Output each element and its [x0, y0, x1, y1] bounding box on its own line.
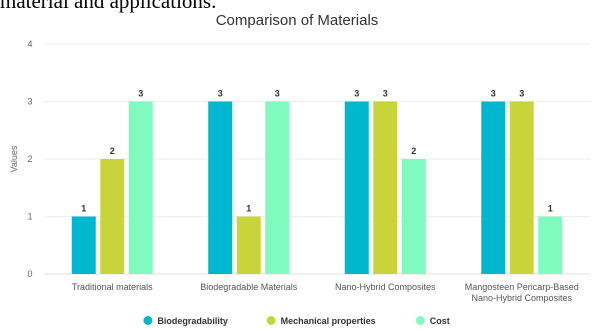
legend-label: Mechanical properties [281, 316, 376, 326]
x-tick-label: Nano-Hybrid Composites [471, 293, 572, 303]
data-label: 1 [81, 204, 86, 214]
y-axis-label: Values [9, 145, 19, 172]
legend-marker-cost [415, 316, 425, 325]
data-label: 3 [275, 89, 280, 99]
chart-title: Comparison of Materials [216, 12, 379, 29]
data-label: 3 [519, 89, 524, 99]
bar-biodegradability [481, 101, 506, 274]
bar-cost [538, 216, 563, 274]
y-tick-label: 3 [27, 97, 32, 107]
bar-biodegradability [344, 101, 369, 274]
data-label: 3 [138, 89, 143, 99]
bar-mechanical-properties [236, 216, 261, 274]
legend-label: Biodegradability [157, 316, 228, 326]
bar-biodegradability [71, 216, 96, 274]
legend-marker-mechanical-properties [266, 316, 276, 325]
legend-marker-biodegradability [143, 316, 153, 325]
data-label: 2 [110, 146, 115, 156]
data-label: 1 [246, 204, 251, 214]
bar-cost [265, 101, 290, 274]
x-tick-label: Biodegradable Materials [200, 282, 298, 292]
y-tick-label: 0 [27, 269, 32, 279]
bar-mechanical-properties [509, 101, 534, 274]
bar-mechanical-properties [100, 159, 125, 274]
y-tick-label: 4 [27, 39, 32, 49]
data-label: 3 [218, 89, 223, 99]
x-tick-label: Traditional materials [72, 282, 153, 292]
data-label: 3 [491, 89, 496, 99]
x-tick-label: Mangosteen Pericarp-Based [465, 282, 579, 292]
bar-cost [401, 159, 426, 274]
bar-cost [128, 101, 153, 274]
data-label: 2 [411, 146, 416, 156]
bar-biodegradability [208, 101, 233, 274]
y-tick-label: 1 [27, 212, 32, 222]
legend-label: Cost [430, 316, 450, 326]
x-tick-label: Nano-Hybrid Composites [335, 282, 436, 292]
bar-mechanical-properties [373, 101, 398, 274]
data-label: 1 [548, 204, 553, 214]
data-label: 3 [383, 89, 388, 99]
data-label: 3 [354, 89, 359, 99]
y-tick-label: 2 [27, 154, 32, 164]
